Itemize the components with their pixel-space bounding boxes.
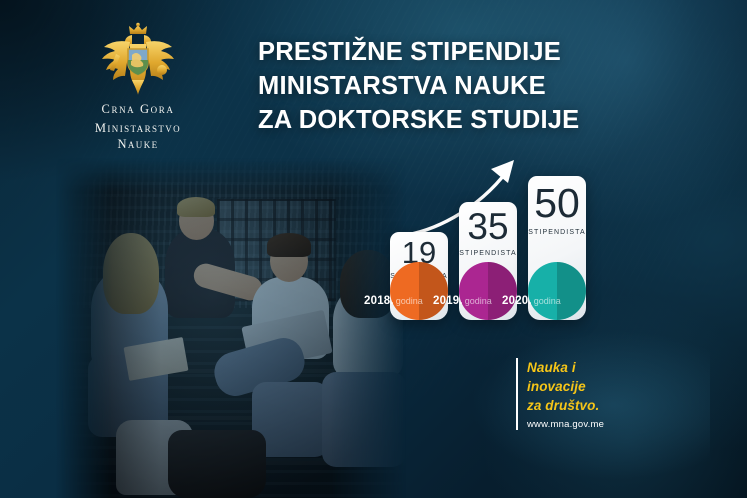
- bar-2020-year-label: 2020. godina: [502, 291, 594, 309]
- logo-line-country: Crna Gora: [101, 102, 175, 116]
- bar-2020-year-suffix: godina: [533, 296, 561, 306]
- headline-line-3: ZA DOKTORSKE STUDIJE: [258, 105, 580, 134]
- headline-line-1: PRESTIŽNE STIPENDIJE: [258, 38, 561, 66]
- headline-line-2: MINISTARSTVA NAUKE: [258, 71, 546, 100]
- montenegro-coat-of-arms-icon: [102, 22, 174, 95]
- tagline-block: Nauka i inovacije za društvo. www.mna.go…: [516, 358, 667, 431]
- bar-2020-year: 2020.: [502, 295, 532, 307]
- page-title: PRESTIŽNE STIPENDIJE MINISTARSTVA NAUKE …: [258, 36, 636, 138]
- bar-2018-year-label: 2018. godina: [364, 291, 456, 309]
- bar-2020: 50 STIPENDISTA 2020. godina: [502, 176, 586, 320]
- logo-line-ministry: Ministarstvo: [94, 120, 182, 135]
- bar-2020-value: 50: [534, 180, 580, 226]
- bar-2018-year-suffix: godina: [395, 296, 423, 306]
- bar-2018: 19 STIPENDISTA 2018.godina: [364, 232, 448, 320]
- bar-2020-unit: STIPENDISTA: [528, 229, 586, 236]
- bar-2019-year-label: 2019. godina: [433, 291, 525, 309]
- students-on-stairs-photo: [56, 158, 406, 498]
- bar-2019-unit: STIPENDISTA: [459, 250, 517, 257]
- tagline-line-3: za društvo.: [527, 398, 600, 414]
- bar-2019-year-suffix: godina: [464, 296, 492, 306]
- logo-line-science: Nauke: [117, 136, 159, 151]
- ministry-logo: Crna Gora Ministarstvo Nauke: [78, 22, 198, 152]
- tagline-line-2: inovacije: [527, 379, 586, 395]
- bar-2019-circle: [459, 262, 517, 320]
- tagline-line-1: Nauka i: [527, 360, 576, 375]
- website-url[interactable]: www.mna.gov.me: [527, 419, 605, 431]
- bar-2019-year: 2019.: [433, 295, 463, 307]
- bar-2020-circle: [528, 262, 586, 320]
- scholarship-bar-chart: 19 STIPENDISTA 2018.godina 35 STIPENDIST…: [364, 172, 600, 320]
- bar-2019: 35 STIPENDISTA 2019. godina: [433, 202, 517, 320]
- bar-2018-year: 2018.: [364, 295, 394, 307]
- bar-2019-value: 35: [467, 206, 509, 247]
